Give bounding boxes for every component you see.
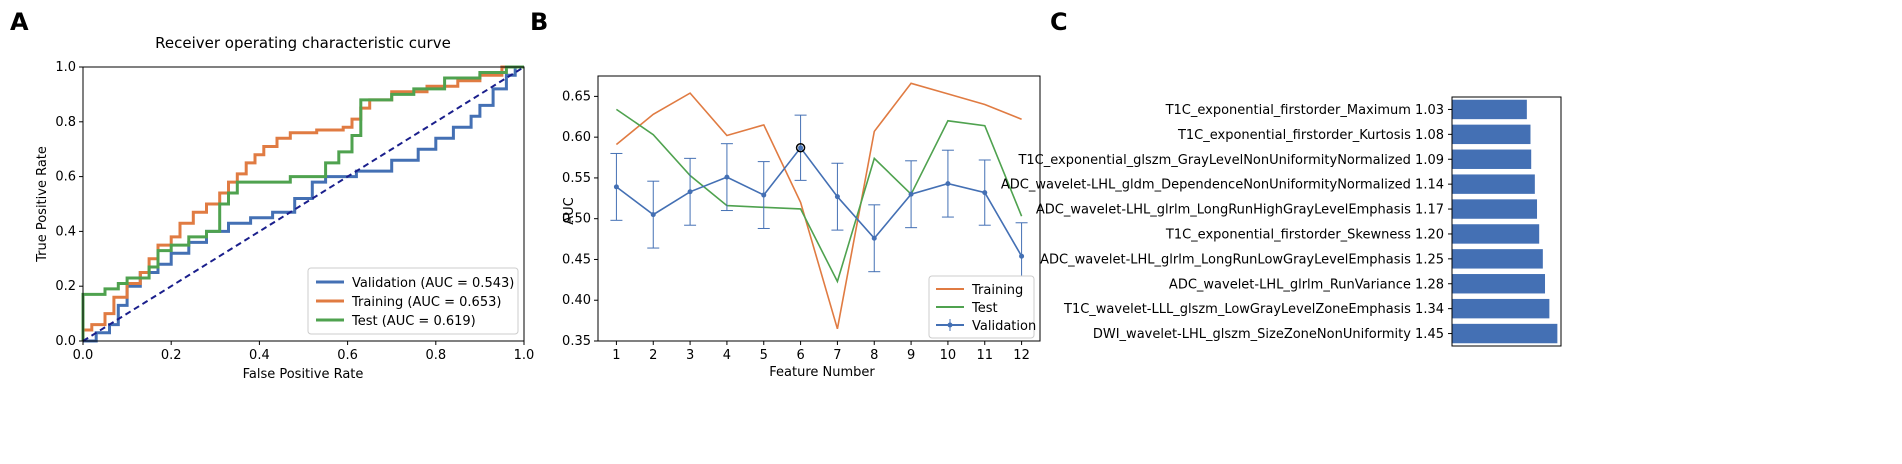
auc-legend-training: Training bbox=[971, 283, 1023, 298]
feature-label: T1C_wavelet-LLL_glszm_LowGrayLevelZoneEm… bbox=[1063, 302, 1444, 317]
auc-ytick-label: 0.60 bbox=[562, 130, 591, 145]
auc-point-validation bbox=[834, 194, 840, 200]
feature-label: T1C_exponential_firstorder_Skewness 1.20 bbox=[1165, 227, 1444, 242]
auc-ytick-label: 0.55 bbox=[562, 171, 591, 186]
auc-ytick-label: 0.35 bbox=[562, 334, 591, 349]
feature-bar bbox=[1452, 124, 1531, 145]
roc-xtick-label: 0.8 bbox=[425, 348, 446, 363]
feature-label: ADC_wavelet-LHL_glrlm_LongRunLowGrayLeve… bbox=[1040, 252, 1444, 267]
roc-xtick-label: 0.2 bbox=[161, 348, 182, 363]
roc-ylabel: True Positive Rate bbox=[35, 146, 50, 263]
auc-legend-test: Test bbox=[971, 301, 998, 316]
roc-ytick-label: 0.0 bbox=[55, 334, 76, 349]
roc-chart: Receiver operating characteristic curve … bbox=[35, 34, 534, 382]
roc-title: Receiver operating characteristic curve bbox=[155, 34, 451, 52]
feature-bar bbox=[1452, 224, 1540, 244]
auc-xtick-label: 8 bbox=[870, 348, 878, 363]
feature-label: T1C_exponential_firstorder_Kurtosis 1.08 bbox=[1177, 128, 1444, 143]
auc-plot-area: 1 2 3 4 5 6 7 8 9 10 11 120.350.400.450.500.550.600… bbox=[562, 75, 1041, 363]
roc-legend-training: Training (AUC = 0.653) bbox=[351, 295, 501, 310]
auc-best-point-marker bbox=[795, 143, 806, 153]
feature-label: ADC_wavelet-LHL_gldm_DependenceNonUnifor… bbox=[1001, 178, 1444, 193]
auc-line-test bbox=[615, 108, 1023, 284]
panel-label-b: B bbox=[530, 8, 548, 36]
auc-point-validation bbox=[724, 174, 730, 180]
feature-label: ADC_wavelet-LHL_glrlm_RunVariance 1.28 bbox=[1169, 277, 1444, 292]
roc-ytick-label: 0.2 bbox=[55, 279, 76, 294]
auc-xtick-label: 12 bbox=[1013, 348, 1030, 363]
auc-legend: Training Test Validation bbox=[928, 275, 1036, 339]
roc-ytick-label: 0.6 bbox=[55, 170, 76, 185]
feature-axes-frame bbox=[1451, 96, 1562, 347]
auc-point-validation bbox=[798, 145, 804, 151]
feature-label: T1C_exponential_glszm_GrayLevelNonUnifor… bbox=[1017, 153, 1444, 168]
auc-axes-frame bbox=[597, 75, 1041, 342]
auc-point-validation bbox=[761, 192, 767, 198]
roc-xtick-label: 0.6 bbox=[337, 348, 358, 363]
roc-ytick-label: 1.0 bbox=[55, 60, 76, 75]
auc-xtick-label: 7 bbox=[833, 348, 841, 363]
auc-xtick-label: 3 bbox=[686, 348, 694, 363]
feature-importance-plot-area: T1C_exponential_firstorder_Maximum 1.03 T… bbox=[1001, 96, 1562, 347]
feature-bar bbox=[1452, 298, 1550, 319]
auc-line-validation bbox=[615, 146, 1023, 257]
panel-label-c: C bbox=[1050, 8, 1068, 36]
roc-xtick-label: 0.4 bbox=[249, 348, 270, 363]
auc-xlabel: Feature Number bbox=[769, 365, 875, 380]
auc-point-validation bbox=[908, 191, 914, 197]
auc-xtick-label: 2 bbox=[649, 348, 657, 363]
auc-legend-swatch-validation-marker bbox=[947, 322, 953, 328]
auc-ytick-label: 0.40 bbox=[562, 293, 591, 308]
auc-line-training bbox=[615, 82, 1022, 330]
feature-bar bbox=[1452, 149, 1532, 169]
auc-ylabel: AUC bbox=[562, 197, 577, 225]
auc-xtick-label: 1 bbox=[612, 348, 620, 363]
auc-xtick-label: 9 bbox=[907, 348, 915, 363]
feature-bar bbox=[1452, 199, 1538, 219]
roc-legend-test: Test (AUC = 0.619) bbox=[351, 314, 476, 329]
auc-xtick-label: 6 bbox=[796, 348, 804, 363]
feature-label: ADC_wavelet-LHL_glrlm_LongRunHighGrayLev… bbox=[1036, 203, 1444, 218]
auc-ytick-label: 0.45 bbox=[562, 252, 591, 267]
auc-point-validation bbox=[871, 235, 877, 241]
roc-curve-test bbox=[81, 65, 524, 341]
feature-bar bbox=[1452, 99, 1527, 120]
roc-xtick-label: 0.0 bbox=[73, 348, 94, 363]
auc-xtick-label: 11 bbox=[976, 348, 993, 363]
auc-legend-box bbox=[928, 275, 1035, 339]
feature-bar bbox=[1452, 323, 1558, 344]
auc-ytick-label: 0.50 bbox=[562, 212, 591, 227]
auc-xtick-label: 10 bbox=[940, 348, 957, 363]
roc-ytick-label: 0.4 bbox=[55, 224, 76, 239]
roc-xlabel: False Positive Rate bbox=[243, 367, 364, 382]
roc-chance-line bbox=[82, 66, 525, 342]
roc-legend-box bbox=[307, 267, 519, 335]
auc-xtick-label: 4 bbox=[723, 348, 731, 363]
panel-label-a: A bbox=[10, 8, 29, 36]
roc-legend: Validation (AUC = 0.543) Training (AUC =… bbox=[307, 267, 519, 335]
roc-curve-validation bbox=[83, 65, 524, 343]
feature-importance-chart: T1C_exponential_firstorder_Maximum 1.03 T… bbox=[1001, 96, 1562, 347]
roc-axes-frame bbox=[82, 66, 525, 342]
auc-point-validation bbox=[650, 212, 656, 218]
roc-xtick-label: 1.0 bbox=[514, 348, 535, 363]
feature-bar bbox=[1452, 249, 1543, 269]
auc-legend-validation: Validation bbox=[972, 319, 1036, 334]
roc-ytick-label: 0.8 bbox=[55, 115, 76, 130]
feature-label: T1C_exponential_firstorder_Maximum 1.03 bbox=[1165, 103, 1444, 118]
feature-bar bbox=[1452, 274, 1546, 294]
auc-xtick-label: 5 bbox=[760, 348, 768, 363]
roc-legend-validation: Validation (AUC = 0.543) bbox=[352, 276, 514, 291]
auc-ytick-label: 0.65 bbox=[562, 89, 591, 104]
auc-point-validation bbox=[982, 190, 988, 196]
feature-bar bbox=[1452, 174, 1535, 194]
auc-point-validation bbox=[1019, 253, 1025, 259]
roc-plot-area: 0.0 0.2 0.4 0.6 0.8 1.0 0.0 0.2 0.4 0.6 0.8 1.0 bbox=[55, 60, 534, 363]
auc-point-validation bbox=[945, 181, 951, 187]
auc-feature-chart: Feature Number AUC 1 2 3 4 5 6 7 8 9 10 11 120.350.… bbox=[562, 75, 1041, 380]
auc-point-validation bbox=[613, 184, 619, 190]
auc-point-validation bbox=[687, 189, 693, 195]
feature-label: DWI_wavelet-LHL_glszm_SizeZoneNonUniform… bbox=[1093, 327, 1444, 342]
